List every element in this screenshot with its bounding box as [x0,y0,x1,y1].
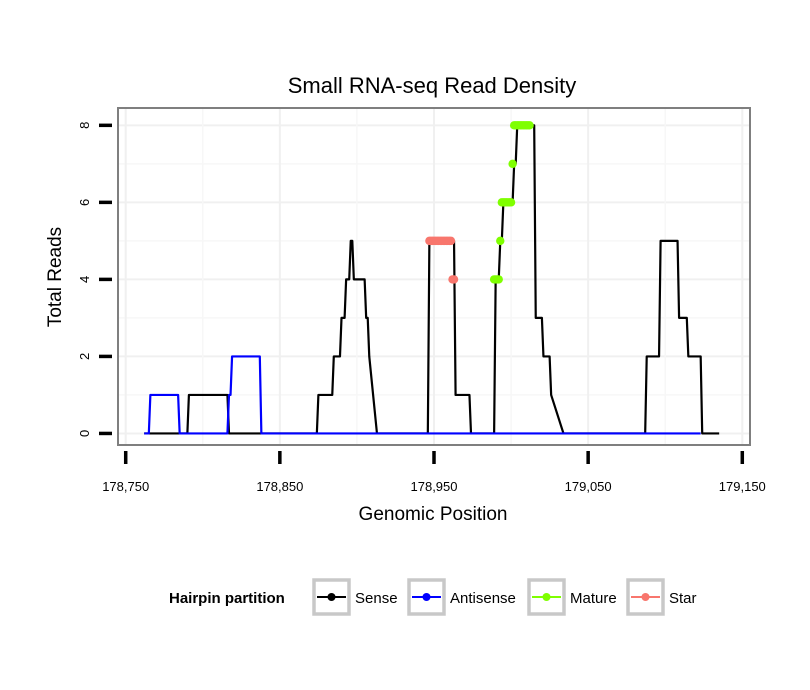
x-tick-label: 178,850 [256,479,303,494]
legend-entry-sense: Sense [312,578,398,616]
mature-point [508,159,517,169]
y-tick-label: 4 [77,276,92,283]
legend-entry-star: Star [626,578,697,616]
x-tick-label: 179,150 [719,479,766,494]
y-tick-label: 0 [77,430,92,437]
legend-title: Hairpin partition [169,590,285,607]
y-tick-label: 8 [77,122,92,129]
gridlines [118,108,750,445]
mature-point [506,198,516,207]
legend-entry-mature: Mature [527,578,617,616]
star-point [446,236,456,246]
legend-entry-antisense: Antisense [407,578,516,616]
x-axis: 178,750 178,850 178,950 179,050 179,150 [102,451,766,494]
legend-label-antisense: Antisense [450,590,516,607]
legend-key-point [327,593,336,601]
legend-key-point [641,593,650,601]
x-tick-label: 178,950 [411,479,458,494]
y-axis: 0 2 4 6 8 [77,122,112,437]
antisense-series-line [144,355,701,435]
legend-label-star: Star [669,590,697,607]
x-axis-label: Genomic Position [359,504,508,525]
mature-point [525,121,534,130]
plot-border [117,107,751,446]
legend-label-mature: Mature [570,590,617,607]
legend: Hairpin partition Sense Antisense Mature St… [169,578,697,616]
legend-label-sense: Sense [355,590,398,607]
y-tick-label: 2 [77,353,92,360]
mature-point [496,236,505,246]
mature-point [494,275,503,284]
y-axis-label: Total Reads [45,227,66,327]
x-tick-label: 179,050 [565,479,612,494]
x-tick-label: 178,750 [102,479,149,494]
y-tick-label: 6 [77,199,92,206]
legend-key-point [422,593,431,601]
legend-key-point [542,593,551,601]
star-point [449,275,459,284]
series-points [425,121,534,284]
series-lines [144,124,720,435]
chart-title: Small RNA-seq Read Density [288,73,577,98]
